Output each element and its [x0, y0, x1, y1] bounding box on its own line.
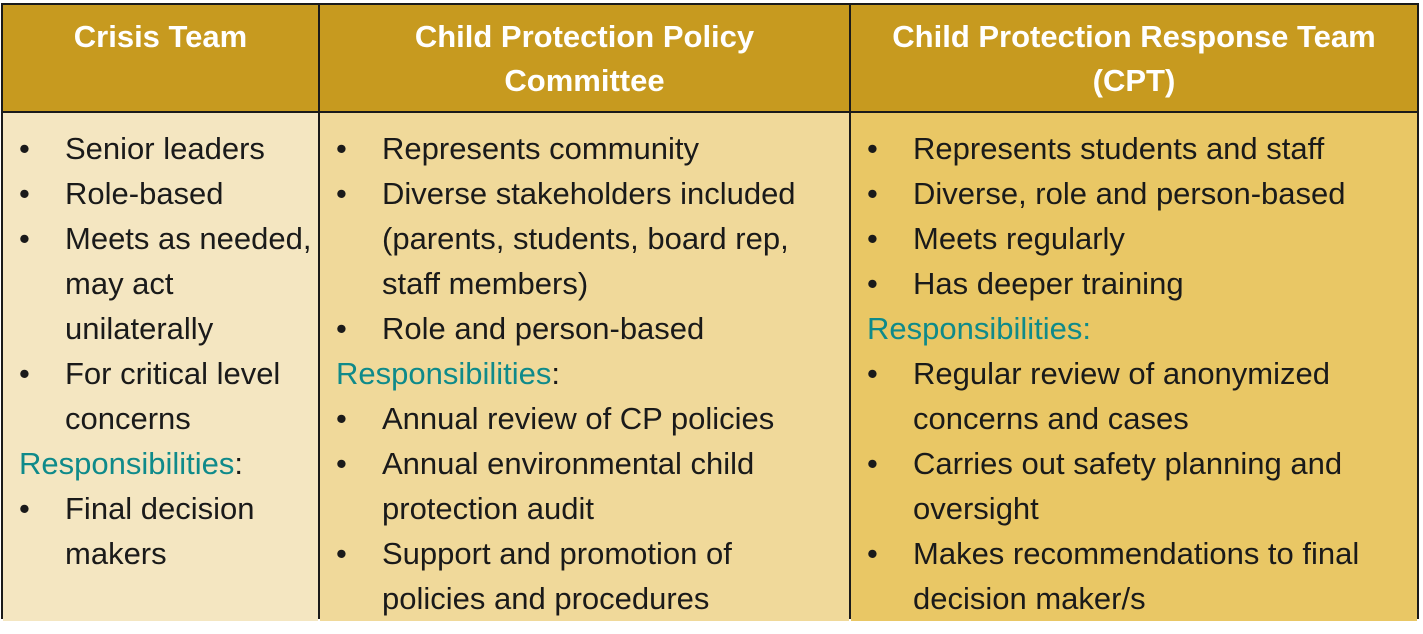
bullet-icon: •	[867, 536, 878, 571]
bullet-icon: •	[336, 311, 347, 346]
bullet-icon: •	[336, 176, 347, 211]
responsibilities-heading: Responsibilities:	[336, 356, 561, 391]
responsibilities-heading: Responsibilities:	[19, 446, 244, 481]
bullet-icon: •	[336, 446, 347, 481]
list-item: • Has deeper training	[867, 261, 1417, 306]
bullet-icon: •	[336, 401, 347, 436]
list-item: • Meets as needed, may act unilaterally	[19, 216, 315, 351]
bullet-icon: •	[19, 131, 30, 166]
list-item: • Diverse stakeholders included (parents,…	[336, 171, 832, 306]
crisis-team-cell: • Senior leaders • Role-based • Meets as ne…	[3, 113, 318, 621]
responsibilities-list: • Annual review of CP policies • Annual en…	[336, 396, 849, 621]
header-policy-committee: Child Protection Policy Committee	[320, 5, 849, 111]
list-item: • Regular review of anonymized concerns a…	[867, 351, 1393, 441]
response-team-cell: • Represents students and staff • Diverse,…	[851, 113, 1417, 621]
list-item: • Role and person-based	[336, 306, 849, 351]
list-item: • Makes recommendations to final decision…	[867, 531, 1383, 621]
list-item: • Carries out safety planning and oversig…	[867, 441, 1413, 531]
list-item: • Diverse, role and person-based	[867, 171, 1417, 216]
header-line: Child Protection Response Team	[892, 19, 1376, 54]
bullet-icon: •	[19, 491, 30, 526]
bullet-icon: •	[336, 536, 347, 571]
attribute-list: • Represents students and staff • Diverse,…	[867, 126, 1417, 306]
list-item: • Role-based	[19, 171, 318, 216]
list-item: • Meets regularly	[867, 216, 1417, 261]
bullet-icon: •	[867, 446, 878, 481]
attribute-list: • Senior leaders • Role-based • Meets as ne…	[19, 126, 318, 441]
header-response-team: Child Protection Response Team (CPT)	[851, 5, 1417, 111]
header-line: (CPT)	[1092, 63, 1176, 98]
list-item: • Senior leaders	[19, 126, 318, 171]
list-item: • Support and promotion of policies and p…	[336, 531, 812, 621]
bullet-icon: •	[336, 131, 347, 166]
header-crisis-team: Crisis Team	[3, 5, 318, 111]
attribute-list: • Represents community • Diverse stakehold…	[336, 126, 849, 351]
bullet-icon: •	[19, 221, 30, 256]
responsibilities-list: • Final decision makers	[19, 486, 318, 576]
responsibilities-heading: Responsibilities:	[867, 311, 1091, 346]
list-item: • Represents students and staff	[867, 126, 1417, 171]
bullet-icon: •	[867, 266, 878, 301]
policy-committee-cell: • Represents community • Diverse stakehold…	[320, 113, 849, 621]
team-comparison-table: Crisis Team Child Protection Policy Comm…	[1, 3, 1419, 621]
list-item: • For critical level concerns	[19, 351, 315, 441]
bullet-icon: •	[867, 131, 878, 166]
list-item: • Final decision makers	[19, 486, 295, 576]
bullet-icon: •	[867, 221, 878, 256]
bullet-icon: •	[867, 176, 878, 211]
header-line: Crisis Team	[73, 19, 248, 54]
header-line: Child Protection Policy	[414, 19, 755, 54]
bullet-icon: •	[19, 176, 30, 211]
list-item: • Annual environmental child protection a…	[336, 441, 832, 531]
list-item: • Represents community	[336, 126, 849, 171]
header-line: Committee	[504, 63, 665, 98]
bullet-icon: •	[867, 356, 878, 391]
bullet-icon: •	[19, 356, 30, 391]
responsibilities-list: • Regular review of anonymized concerns a…	[867, 351, 1417, 621]
list-item: • Annual review of CP policies	[336, 396, 849, 441]
